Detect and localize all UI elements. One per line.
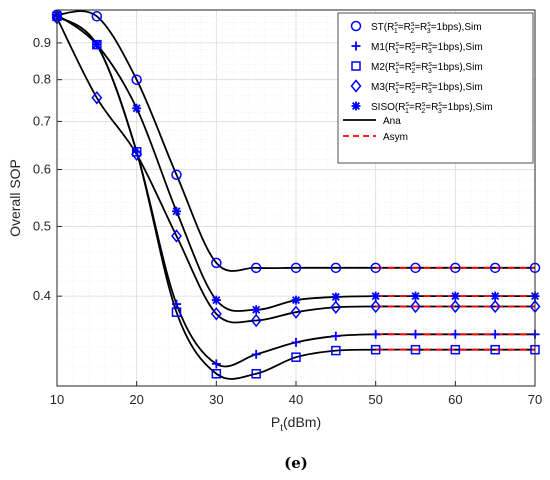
data-point-asterisk xyxy=(132,103,142,113)
data-point-plus xyxy=(450,329,460,339)
legend-marker-square xyxy=(351,61,361,71)
y-tick-label: 0.9 xyxy=(33,35,51,50)
data-point-plus xyxy=(371,329,381,339)
data-point-square xyxy=(490,344,500,355)
data-point-plus xyxy=(251,349,261,359)
figure-caption: (e) xyxy=(284,454,308,472)
x-tick-label: 40 xyxy=(289,392,303,407)
data-point-circle xyxy=(489,262,501,274)
data-point-diamond xyxy=(489,299,501,314)
y-axis-ticks: 0.4 0.5 0.6 0.7 0.8 0.9 xyxy=(33,35,62,303)
data-point-asterisk xyxy=(211,295,221,305)
legend-box xyxy=(337,12,534,164)
data-point-circle xyxy=(330,262,342,274)
x-tick-label: 20 xyxy=(129,392,143,407)
y-tick-label: 0.5 xyxy=(33,218,51,233)
data-point-circle xyxy=(171,169,182,181)
x-tick-label: 60 xyxy=(448,392,462,407)
data-point-circle xyxy=(410,262,421,274)
data-point-plus xyxy=(331,331,341,341)
legend-label: M1(Rs 1=Rs 2=Rs 3=1bps),Sim xyxy=(371,41,483,55)
data-point-asterisk xyxy=(450,291,460,301)
data-point-diamond xyxy=(171,229,182,243)
x-tick-label: 30 xyxy=(209,392,223,407)
series-line-circle xyxy=(56,10,535,272)
data-point-square xyxy=(291,352,301,362)
data-point-plus xyxy=(411,329,420,339)
data-point-asterisk xyxy=(411,291,420,301)
data-point-diamond xyxy=(250,313,262,328)
legend-label: ST(Rs 1=Rs 2=Rs 3=1bps),Sim xyxy=(371,21,482,35)
legend-label: SISO(Rs 1=Rs 2=Rs 3=1bps),Sim xyxy=(371,101,493,115)
data-point-plus xyxy=(291,337,301,347)
data-point-asterisk xyxy=(490,291,500,301)
data-point-diamond xyxy=(410,299,421,314)
data-point-circle xyxy=(211,257,222,269)
y-axis-label: Overall SOP xyxy=(7,159,23,237)
data-point-asterisk xyxy=(251,305,261,315)
y-tick-label: 0.6 xyxy=(33,162,51,177)
data-point-plus xyxy=(211,359,221,369)
data-point-square xyxy=(331,345,341,356)
legend-label-ana: Ana xyxy=(383,116,401,127)
y-tick-label: 0.4 xyxy=(33,288,51,303)
legend-marker-asterisk xyxy=(351,101,361,111)
x-axis-label: Pt(dBm) xyxy=(271,414,321,434)
asym-lines xyxy=(375,266,535,351)
data-point-asterisk xyxy=(172,206,181,216)
legend: ST(Rs 1=Rs 2=Rs 3=1bps),Sim M1(Rs 1=Rs 2=Rs 3=1… xyxy=(337,12,534,164)
data-point-circle xyxy=(91,11,103,22)
data-point-diamond xyxy=(131,147,143,161)
x-tick-label: 70 xyxy=(528,392,542,407)
x-tick-label: 50 xyxy=(368,392,382,407)
data-point-square xyxy=(450,344,461,355)
data-point-diamond xyxy=(449,299,461,314)
legend-label: M2(Rs 1=Rs 2=Rs 3=1bps),Sim xyxy=(371,61,483,75)
x-axis-ticks: 10 20 30 40 50 60 70 xyxy=(50,381,542,407)
data-point-asterisk xyxy=(92,40,102,50)
data-point-square xyxy=(410,344,421,355)
data-point-square xyxy=(251,369,261,379)
legend-label-asym: Asym xyxy=(383,132,408,143)
data-point-circle xyxy=(370,262,381,274)
data-point-square xyxy=(171,307,182,317)
data-point-circle xyxy=(131,74,142,85)
y-tick-label: 0.7 xyxy=(33,113,51,128)
data-point-circle xyxy=(250,262,262,274)
data-point-diamond xyxy=(210,307,222,321)
data-point-asterisk xyxy=(331,292,341,302)
data-point-asterisk xyxy=(371,291,381,301)
data-point-asterisk xyxy=(291,295,301,305)
data-point-circle xyxy=(450,262,461,274)
data-point-square xyxy=(370,344,381,355)
data-point-circle xyxy=(290,262,302,274)
legend-marker-plus xyxy=(351,41,361,51)
y-tick-label: 0.8 xyxy=(33,72,51,87)
data-point-diamond xyxy=(290,305,302,319)
legend-marker-circle xyxy=(350,20,362,32)
data-point-plus xyxy=(490,329,500,339)
data-point-diamond xyxy=(330,300,342,314)
data-point-diamond xyxy=(91,91,103,105)
x-tick-label: 10 xyxy=(50,392,64,407)
data-point-square xyxy=(211,369,222,379)
legend-marker-diamond xyxy=(350,79,362,93)
data-point-plus xyxy=(172,299,181,309)
data-point-diamond xyxy=(370,299,382,314)
legend-label: M3(Rs 1=Rs 2=Rs 3=1bps),Sim xyxy=(371,81,483,95)
